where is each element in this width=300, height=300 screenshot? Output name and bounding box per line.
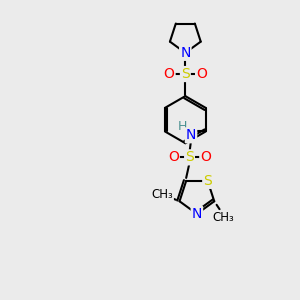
- Text: CH₃: CH₃: [212, 211, 234, 224]
- Text: N: N: [180, 46, 190, 60]
- Text: CH₃: CH₃: [152, 188, 173, 201]
- Text: N: N: [192, 207, 202, 221]
- Text: S: S: [185, 150, 194, 164]
- Text: O: O: [168, 150, 179, 164]
- Text: O: O: [164, 67, 175, 81]
- Text: O: O: [196, 67, 207, 81]
- Text: H: H: [178, 120, 188, 133]
- Text: S: S: [181, 67, 190, 81]
- Text: O: O: [200, 150, 211, 164]
- Text: N: N: [186, 128, 196, 142]
- Text: S: S: [203, 174, 212, 188]
